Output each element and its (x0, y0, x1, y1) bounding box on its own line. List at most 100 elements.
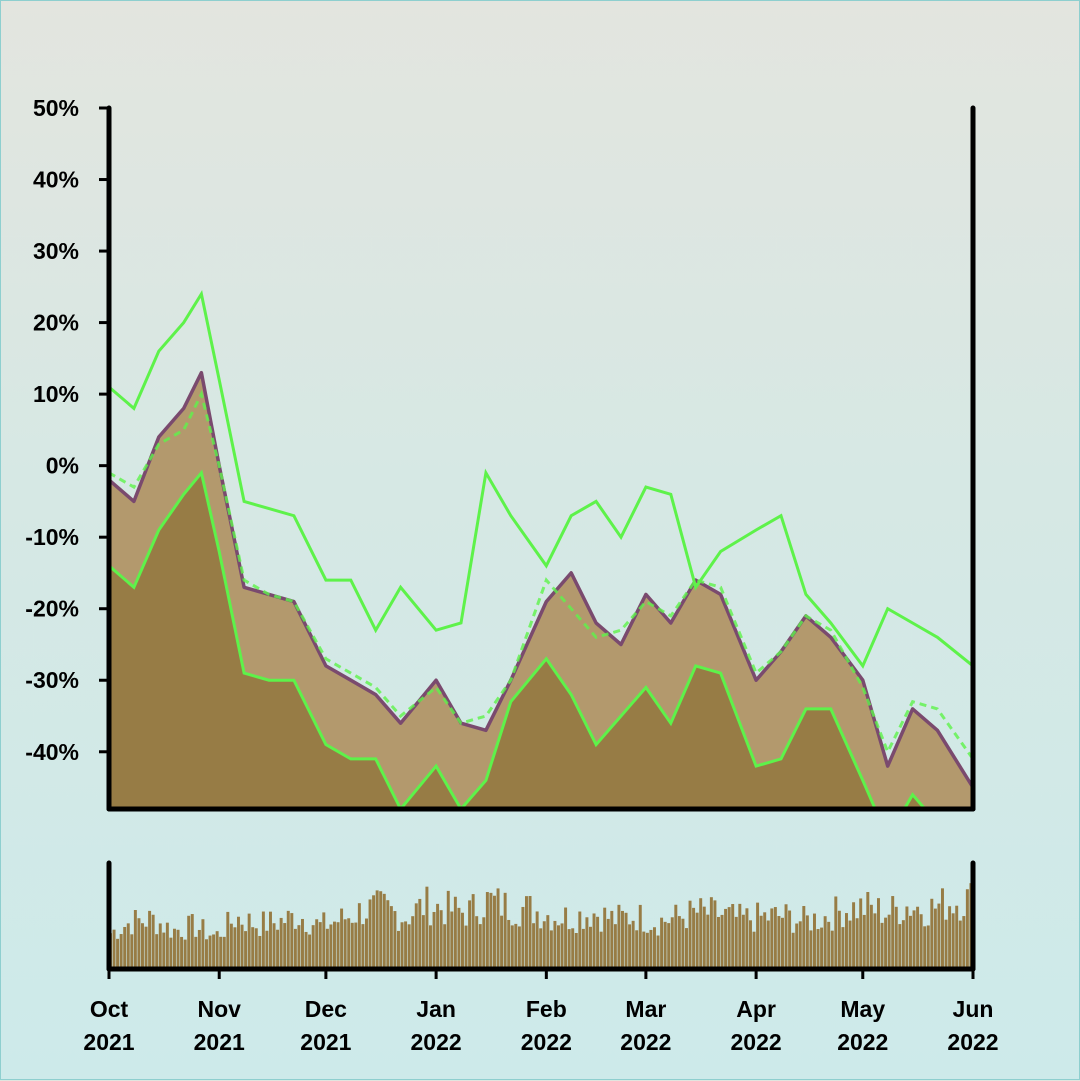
volume-bar (553, 920, 557, 969)
volume-bar (567, 929, 571, 969)
volume-bar (798, 921, 802, 969)
volume-bar (137, 918, 141, 969)
volume-bar (741, 914, 745, 969)
volume-bar (777, 916, 781, 969)
volume-bar (702, 906, 706, 969)
volume-bar (866, 892, 870, 969)
volume-bar (813, 913, 816, 969)
volume-bar (667, 923, 671, 969)
volume-bar (685, 928, 688, 969)
x-tick-label-month: Dec (305, 996, 347, 1022)
volume-bar (382, 893, 386, 969)
volume-bar (656, 935, 660, 969)
volume-bar (837, 910, 841, 969)
volume-bar (482, 917, 486, 969)
volume-bar (877, 898, 880, 969)
band-upper-line (109, 290, 973, 669)
volume-bar (464, 925, 468, 969)
y-tick-label: -10% (25, 524, 79, 550)
volume-bar (944, 919, 948, 969)
volume-bar (535, 911, 539, 969)
x-tick-label-year: 2022 (837, 1029, 888, 1055)
volume-bar (848, 920, 852, 969)
volume-bar (116, 938, 120, 969)
volume-bar (468, 900, 472, 969)
volume-bar (670, 917, 674, 969)
y-tick-label: 0% (46, 453, 79, 479)
volume-bar (176, 929, 180, 969)
volume-bar (244, 931, 248, 969)
band-lower-line (109, 469, 927, 809)
volume-bar (208, 935, 212, 969)
volume-bar (439, 910, 443, 969)
volume-bar (599, 931, 603, 969)
volume-bar (325, 928, 329, 969)
volume-bar (411, 916, 415, 969)
price-plot-area (109, 290, 973, 809)
volume-bar (734, 916, 738, 969)
volume-bar (205, 939, 208, 969)
volume-bar (674, 904, 678, 969)
volume-bar (855, 918, 859, 969)
volume-bar (133, 910, 137, 969)
price-area (109, 372, 973, 809)
volume-bar (436, 903, 440, 969)
volume-bar (407, 924, 411, 969)
volume-bar (532, 923, 536, 969)
volume-bar (397, 930, 400, 969)
volume-bar (304, 931, 308, 969)
volume-bar (354, 922, 358, 969)
volume-bar (571, 928, 575, 969)
volume-bar (393, 911, 397, 969)
volume-bar (749, 920, 752, 969)
volume-bar (592, 913, 596, 969)
volume-bar (212, 934, 216, 969)
volume-bar (197, 929, 201, 969)
volume-bar (720, 914, 724, 969)
volume-bar (955, 905, 959, 969)
volume-bar (389, 906, 393, 969)
volume-bar (301, 918, 304, 969)
volume-bar (336, 922, 340, 969)
y-tick-label: 30% (33, 238, 79, 264)
volume-bar (119, 934, 123, 969)
volume-bar (514, 923, 518, 969)
volume-bar (478, 924, 482, 969)
volume-bar (201, 919, 205, 969)
volume-bar (141, 923, 144, 969)
volume-bar (528, 896, 532, 969)
volume-bar (916, 906, 920, 969)
volume-bar (642, 931, 646, 969)
volume-bar (677, 916, 681, 969)
x-tick-label-month: Feb (526, 996, 567, 1022)
y-tick-label: 10% (33, 381, 79, 407)
volume-bar (507, 919, 511, 969)
volume-bar (951, 913, 955, 969)
volume-bar (937, 903, 941, 969)
x-tick-label-year: 2022 (947, 1029, 998, 1055)
volume-bar (350, 922, 354, 969)
volume-bar (759, 915, 763, 969)
volume-bar (834, 896, 838, 969)
volume-bar (372, 895, 376, 969)
volume-bar (311, 925, 315, 969)
volume-bar (791, 932, 795, 969)
volume-bar (628, 924, 632, 969)
volume-bar (653, 927, 656, 969)
volume-bar (379, 891, 383, 969)
volume-bar (919, 914, 923, 969)
volume-bar (375, 890, 379, 969)
volume-bar (233, 927, 237, 969)
volume-bar (297, 925, 301, 969)
volume-bar (226, 911, 230, 969)
x-tick-label-month: Mar (625, 996, 666, 1022)
volume-bar (155, 934, 159, 969)
volume-bar (845, 913, 848, 969)
volume-bar (905, 906, 909, 969)
price-panel (109, 290, 973, 809)
volume-bar (265, 930, 269, 969)
volume-bar (517, 926, 521, 969)
volume-bar (165, 922, 169, 969)
volume-bar (649, 929, 653, 969)
